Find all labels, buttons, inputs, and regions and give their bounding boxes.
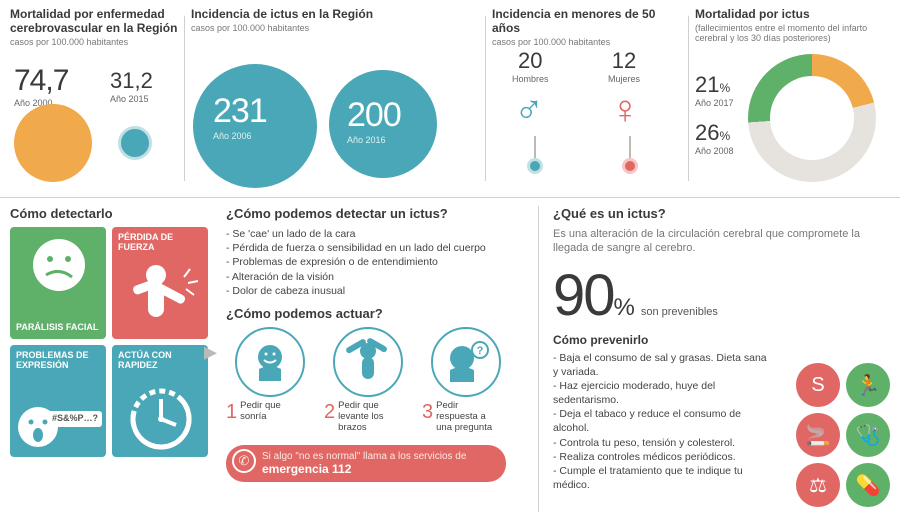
panel2-title: Incidencia de ictus en la Región — [191, 8, 479, 22]
salt-icon: S — [796, 363, 840, 407]
face-icon — [24, 233, 94, 303]
detect-cards: PARÁLISIS FACIAL PÉRDIDA DE FUERZA PROBL… — [10, 227, 220, 457]
divider — [485, 16, 486, 181]
card-facial-paralysis: PARÁLISIS FACIAL — [10, 227, 106, 339]
arrow-right-icon: ▸ — [204, 336, 217, 367]
panel2-b-value: 200 — [347, 96, 401, 135]
panel-mortality-region: Mortalidad por enfermedad cerebrovascula… — [10, 8, 178, 197]
panel3-female-label: Mujeres — [608, 74, 640, 84]
panel4-title: Mortalidad por ictus — [695, 8, 890, 22]
clock-icon — [122, 377, 200, 455]
card-act-fast: ACTÚA CON RAPIDEZ — [112, 345, 208, 457]
emergency-callout: ✆ Si algo "no es normal" llama a los ser… — [226, 445, 506, 482]
panel-incidence-region: Incidencia de ictus en la Región casos p… — [191, 8, 479, 197]
step-2: 2Pedir que levante los brazos — [324, 327, 412, 435]
what-title: ¿Qué es un ictus? — [553, 206, 890, 221]
panel1-circle-a — [14, 104, 92, 182]
panel3-male-value: 20 — [512, 48, 549, 74]
how-section: ¿Cómo podemos detectar un ictus? Se 'cae… — [220, 206, 538, 512]
stetho-icon: 🩺 — [846, 413, 890, 457]
panel1-title: Mortalidad por enfermedad cerebrovascula… — [10, 8, 178, 36]
prev-title: Cómo prevenirlo — [553, 333, 890, 347]
smile-icon — [235, 327, 305, 397]
panel1-b-year: Año 2015 — [110, 94, 153, 104]
step-3: ? 3Pedir respuesta a una pregunta — [422, 327, 510, 435]
panel-incidence-under50: Incidencia en menores de 50 años casos p… — [492, 8, 682, 197]
mortality-donut — [748, 54, 876, 182]
preventable-stat: 90%son prevenibles — [553, 262, 890, 329]
prevention-list: Baja el consumo de sal y grasas. Dieta s… — [553, 351, 773, 493]
divider — [688, 16, 689, 181]
panel2-subtitle: casos por 100.000 habitantes — [191, 23, 479, 33]
divider — [184, 16, 185, 181]
panel4-outer-pct: 21 — [695, 72, 719, 97]
panel-mortality-ictus: Mortalidad por ictus (fallecimientos ent… — [695, 8, 890, 197]
step-1: 1Pedir que sonría — [226, 327, 314, 435]
prevention-icons: S 🏃 🚬 🩺 ⚖ 💊 — [796, 363, 890, 507]
arms-icon — [333, 327, 403, 397]
how-q2: ¿Cómo podemos actuar? — [226, 306, 538, 321]
speech-bubble: #S&%P…? — [48, 411, 102, 427]
info-row: Cómo detectarlo PARÁLISIS FACIAL PÉRDIDA… — [0, 198, 900, 512]
panel1-a-value: 74,7 — [14, 64, 68, 98]
female-dot — [622, 158, 638, 174]
signs-list: Se 'cae' un lado de la cara Pérdida de f… — [226, 227, 538, 298]
panel1-b-value: 31,2 — [110, 68, 153, 94]
card-expression-problems: PROBLEMAS DE EXPRESIÓN #S&%P…? — [10, 345, 106, 457]
question-icon: ? — [431, 327, 501, 397]
detect-section: Cómo detectarlo PARÁLISIS FACIAL PÉRDIDA… — [10, 206, 220, 512]
panel2-a-value: 231 — [213, 92, 267, 131]
panel3-subtitle: casos por 100.000 habitantes — [492, 37, 682, 47]
panel3-female-value: 12 — [608, 48, 640, 74]
panel4-inner-year: Año 2008 — [695, 146, 734, 156]
male-icon: ♂ — [514, 88, 544, 133]
female-icon: ♀ — [610, 88, 640, 133]
detect-title: Cómo detectarlo — [10, 206, 220, 221]
svg-text:?: ? — [477, 345, 484, 357]
what-desc: Es una alteración de la circulación cere… — [553, 227, 890, 256]
smoke-icon: 🚬 — [796, 413, 840, 457]
act-steps: 1Pedir que sonría 2Pedir que levante los… — [226, 327, 538, 435]
panel3-title: Incidencia en menores de 50 años — [492, 8, 682, 36]
arm-icon — [122, 257, 202, 337]
how-q1: ¿Cómo podemos detectar un ictus? — [226, 206, 538, 221]
scale-icon: ⚖ — [796, 463, 840, 507]
male-dot — [527, 158, 543, 174]
pills-icon: 💊 — [846, 463, 890, 507]
panel4-subtitle: (fallecimientos entre el momento del inf… — [695, 23, 890, 43]
panel4-outer-year: Año 2017 — [695, 98, 734, 108]
panel2-b-year: Año 2016 — [347, 135, 401, 145]
exercise-icon: 🏃 — [846, 363, 890, 407]
panel1-subtitle: casos por 100.000 habitantes — [10, 37, 178, 47]
phone-icon: ✆ — [232, 449, 256, 473]
stats-row: Mortalidad por enfermedad cerebrovascula… — [0, 0, 900, 198]
panel4-inner-pct: 26 — [695, 120, 719, 145]
panel2-a-year: Año 2006 — [213, 131, 267, 141]
panel1-circle-b — [118, 126, 152, 160]
panel3-male-label: Hombres — [512, 74, 549, 84]
card-strength-loss: PÉRDIDA DE FUERZA — [112, 227, 208, 339]
